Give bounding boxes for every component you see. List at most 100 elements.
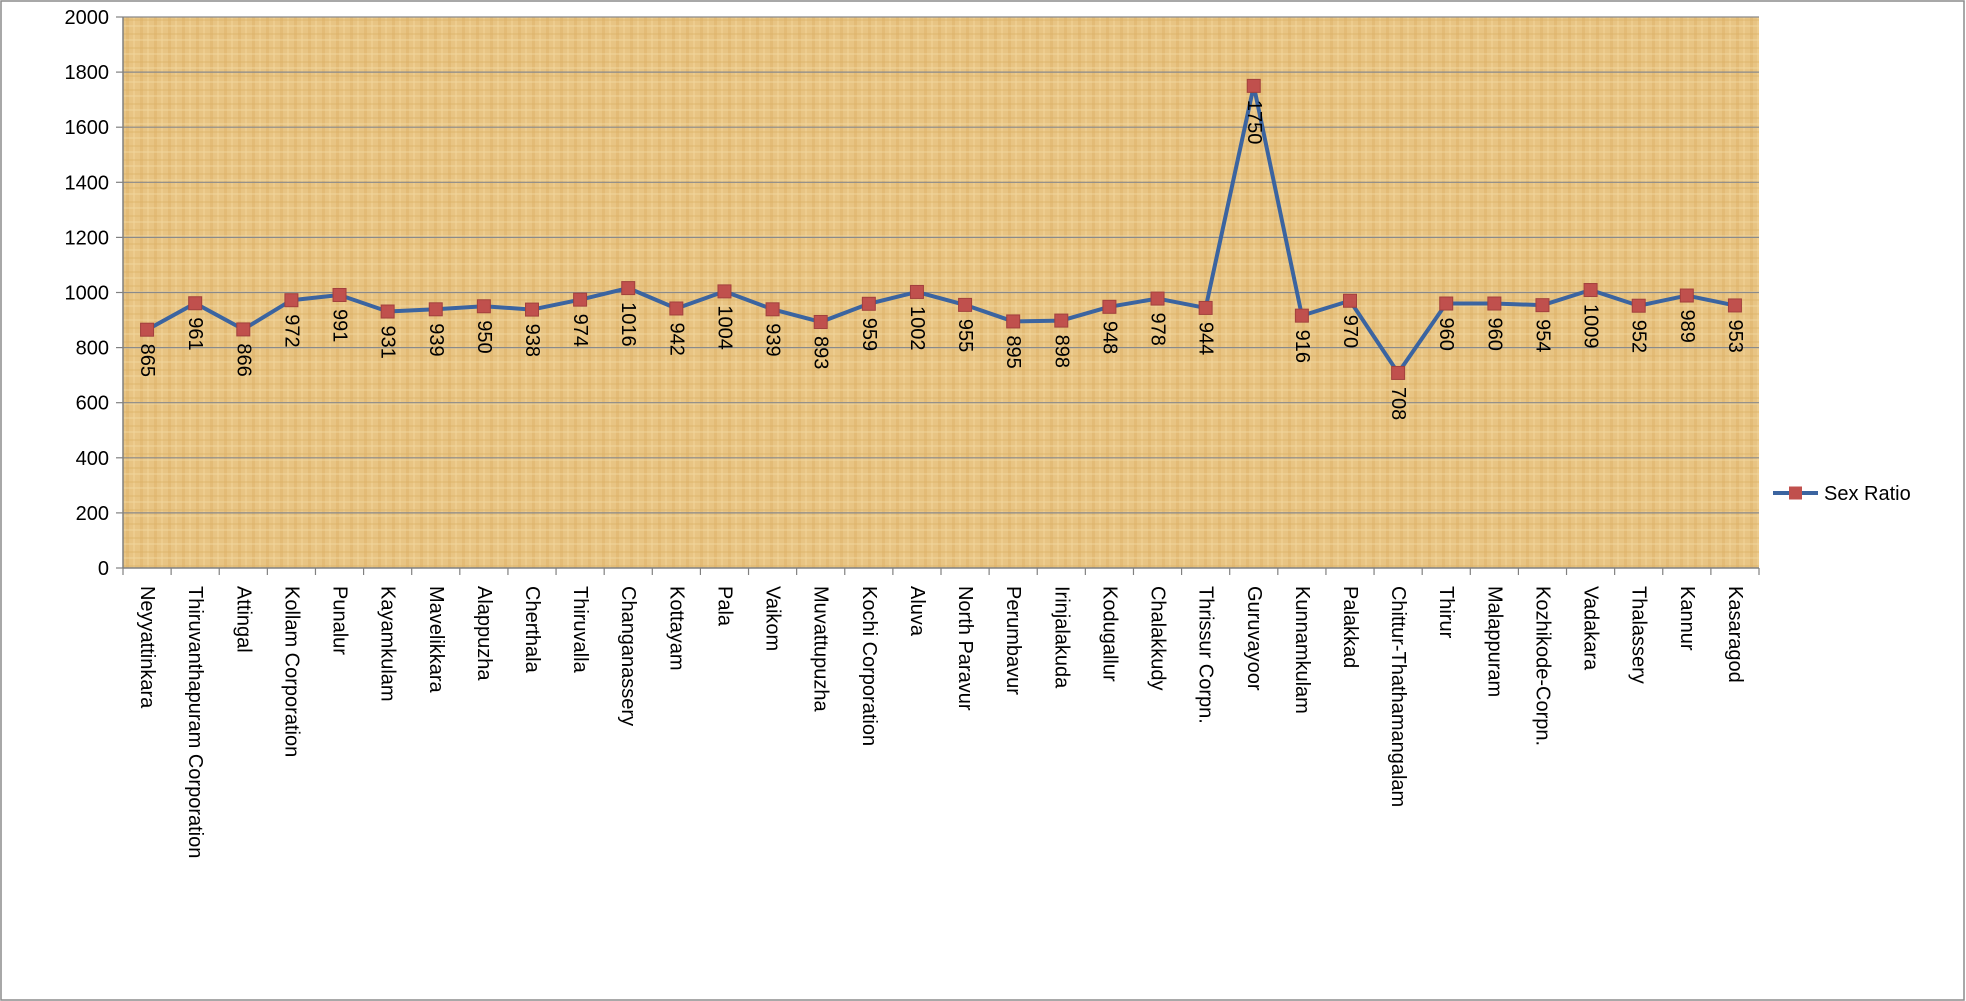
data-point-marker	[1535, 298, 1550, 313]
data-point-marker	[284, 293, 299, 308]
x-category-label: Alappuzha	[473, 586, 495, 681]
x-category-label: Palakkad	[1339, 586, 1361, 668]
data-label: 893	[810, 336, 832, 369]
y-tick-label: 1800	[65, 62, 110, 84]
data-label: 972	[280, 314, 302, 347]
x-category-label: Muvattupuzha	[810, 586, 832, 713]
x-category-label: Pala	[713, 586, 735, 627]
data-label: 708	[1387, 387, 1409, 420]
data-point-marker	[1150, 291, 1165, 306]
series-line	[146, 83, 1736, 375]
y-tick-label: 400	[76, 448, 109, 470]
data-label: 931	[377, 326, 399, 359]
data-point-marker	[909, 284, 924, 299]
x-category-label: Cherthala	[521, 586, 543, 674]
data-point-marker	[428, 302, 443, 317]
data-label: 960	[1483, 318, 1505, 351]
x-category-label: Kayamkulam	[377, 586, 399, 702]
x-category-label: Punalur	[329, 586, 351, 655]
data-point-marker	[1198, 300, 1213, 315]
data-label: 866	[232, 343, 254, 376]
legend: Sex Ratio	[1773, 483, 1911, 505]
data-point-marker	[1102, 299, 1117, 314]
x-category-label: Aluva	[906, 586, 928, 637]
y-tick-label: 1400	[65, 172, 110, 194]
x-category-label: Kochi Corporation	[858, 586, 880, 746]
data-label: 865	[136, 344, 158, 377]
data-point-marker	[1006, 314, 1021, 329]
x-category-label: Kodugallur	[1098, 586, 1120, 682]
data-point-marker	[861, 296, 876, 311]
data-point-marker	[717, 284, 732, 299]
data-label: 898	[1050, 335, 1072, 368]
x-axis-category-labels: Neyyattinkara Thiruvanthapuram Corporatio…	[136, 586, 1746, 858]
data-label: 1004	[713, 305, 735, 350]
data-point-marker	[1294, 308, 1309, 323]
data-label: 960	[1435, 318, 1457, 351]
x-category-label: Guruvayoor	[1243, 586, 1265, 691]
data-label: 1016	[617, 302, 639, 347]
data-point-marker	[765, 302, 780, 317]
data-point-marker	[958, 297, 973, 312]
data-point-marker	[669, 301, 684, 316]
x-category-label: Thalassery	[1628, 586, 1650, 684]
data-point-marker	[1727, 298, 1742, 313]
data-label: 895	[1002, 335, 1024, 368]
x-category-label: Vaikom	[762, 586, 784, 651]
data-label: 952	[1628, 320, 1650, 353]
data-label: 953	[1724, 319, 1746, 352]
series-sex-ratio	[140, 78, 1742, 380]
x-category-label: Kannur	[1676, 586, 1698, 651]
data-label: 970	[1339, 315, 1361, 348]
legend-marker-swatch	[1789, 486, 1802, 500]
x-category-label: Kollam Corporation	[280, 586, 302, 757]
y-tick-label: 600	[76, 393, 109, 415]
data-point-marker	[1679, 288, 1694, 303]
data-point-marker	[140, 322, 155, 337]
data-point-marker	[525, 302, 539, 317]
x-category-label: Thirur	[1435, 586, 1457, 639]
y-tick-label: 800	[76, 338, 109, 360]
data-label: 989	[1676, 310, 1698, 343]
data-point-marker	[236, 322, 251, 337]
data-label: 991	[329, 309, 351, 342]
y-tick-label: 1600	[65, 117, 110, 139]
data-point-marker	[1439, 296, 1454, 311]
data-labels: 865 961 866 972 991 931 939 950 938 974 1016 942 100…	[136, 100, 1746, 420]
x-category-label: Chalakkudy	[1147, 586, 1169, 691]
x-category-label: North Paravur	[954, 586, 976, 711]
x-category-label: Vadakara	[1580, 586, 1602, 671]
data-point-marker	[380, 304, 395, 319]
data-point-marker	[1631, 298, 1646, 313]
data-label: 939	[762, 323, 784, 356]
data-label: 942	[665, 322, 687, 355]
data-label: 938	[521, 324, 543, 357]
data-label: 1750	[1243, 100, 1265, 145]
data-label: 961	[184, 317, 206, 350]
data-label: 954	[1531, 319, 1553, 352]
y-axis-ticks: 0 200 400 600 800 1000 1200 1400 1600 1800 2000	[65, 7, 123, 580]
data-label: 959	[858, 318, 880, 351]
legend-label: Sex Ratio	[1824, 483, 1911, 505]
x-category-label: Kozhikode-Corpn.	[1531, 586, 1553, 746]
data-point-marker	[1391, 365, 1406, 380]
y-tick-label: 2000	[65, 7, 110, 29]
x-category-label: Irinjalakuda	[1050, 586, 1072, 689]
data-label: 978	[1147, 313, 1169, 346]
data-point-marker	[1343, 293, 1357, 308]
gridlines	[123, 16, 1759, 514]
data-point-marker	[1583, 283, 1598, 298]
x-category-label: Mavelikkara	[425, 586, 447, 694]
y-tick-label: 200	[76, 503, 109, 525]
x-category-label: Attingal	[232, 586, 254, 653]
x-category-label: Perumbavur	[1002, 586, 1024, 695]
data-label: 955	[954, 319, 976, 352]
data-point-marker	[476, 299, 491, 314]
y-tick-label: 1000	[65, 283, 110, 305]
data-point-marker	[188, 296, 203, 311]
data-label: 1002	[906, 306, 928, 351]
x-category-label: Thrissur Corpn.	[1195, 586, 1217, 724]
data-label: 948	[1098, 321, 1120, 354]
data-label: 916	[1291, 330, 1313, 363]
